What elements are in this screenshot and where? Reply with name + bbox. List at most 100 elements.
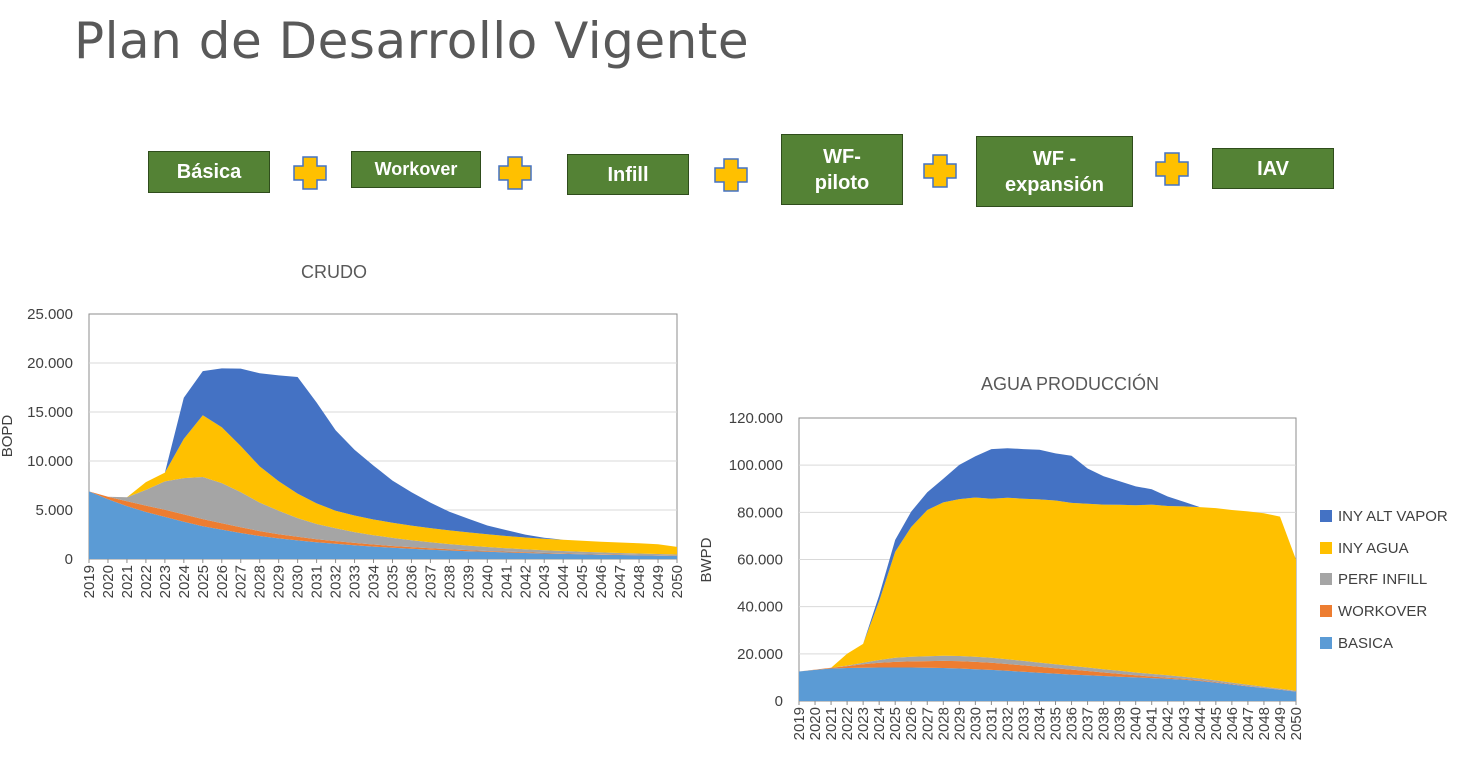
chart-crudo-xtick-label: 2042 (517, 565, 534, 598)
chart-crudo-xtick-label: 2035 (384, 565, 401, 598)
chart-crudo-area-iny-alt-vapor (89, 368, 677, 547)
legend-swatch-perf-infill (1320, 573, 1332, 585)
flow-box-iav-label: IAV (1257, 157, 1289, 180)
chart-agua-xtick-label: 2020 (807, 707, 824, 740)
chart-agua-ytick-label: 20.000 (737, 646, 783, 663)
chart-crudo-area-basica (89, 491, 677, 559)
chart-agua-ytick-label: 0 (775, 693, 783, 710)
chart-crudo-ytick-label: 25.000 (27, 306, 73, 323)
flow-box-wf-expansion-label: WF - expansión (1005, 147, 1104, 196)
chart-crudo-xtick-label: 2040 (479, 565, 496, 598)
chart-agua-area-iny-agua (799, 497, 1296, 691)
chart-crudo-title: CRUDO (301, 262, 367, 282)
chart-crudo-xtick-label: 2039 (460, 565, 477, 598)
flow-box-workover: Workover (351, 151, 481, 188)
chart-crudo-xtick-label: 2026 (214, 565, 231, 598)
chart-crudo-xtick-label: 2021 (119, 565, 136, 598)
chart-crudo-xtick-label: 2037 (422, 565, 439, 598)
legend-label-iny-agua: INY AGUA (1338, 540, 1409, 557)
chart-agua: AGUA PRODUCCIÓN 0 20.000 40.000 60.000 80.00… (698, 373, 1305, 740)
chart-crudo-xtick-label: 2029 (271, 565, 288, 598)
chart-agua-xtick-label: 2030 (967, 707, 984, 740)
chart-agua-xtick-label: 2048 (1256, 707, 1273, 740)
chart-agua-xtick-label: 2027 (919, 707, 936, 740)
chart-crudo-xtick-label: 2043 (536, 565, 553, 598)
flow-box-wf-expansion: WF - expansión (976, 136, 1133, 207)
plus-icon (1155, 152, 1189, 186)
chart-agua-xtick-label: 2046 (1224, 707, 1241, 740)
page-title: Plan de Desarrollo Vigente (74, 12, 750, 70)
flow-box-wf-piloto-label: WF- piloto (814, 145, 870, 194)
chart-agua-xtick-label: 2037 (1080, 707, 1097, 740)
chart-crudo-xtick-label: 2048 (631, 565, 648, 598)
chart-agua-xtick-label: 2038 (1096, 707, 1113, 740)
legend-swatch-workover (1320, 605, 1332, 617)
chart-crudo-ytick-label: 20.000 (27, 355, 73, 372)
chart-agua-xtick-label: 2025 (887, 707, 904, 740)
legend-label-basica: BASICA (1338, 635, 1393, 652)
chart-agua-xtick-label: 2028 (935, 707, 952, 740)
chart-agua-xtick-label: 2036 (1064, 707, 1081, 740)
chart-crudo-area-workover (89, 491, 677, 556)
chart-crudo-area-iny-agua (89, 415, 677, 555)
chart-crudo-xtick-label: 2041 (498, 565, 515, 598)
chart-crudo-xtick-label: 2025 (195, 565, 212, 598)
chart-crudo-xtick-label: 2031 (309, 565, 326, 598)
chart-agua-xtick-label: 2045 (1208, 707, 1225, 740)
chart-agua-title: AGUA PRODUCCIÓN (981, 373, 1159, 394)
chart-agua-xtick-label: 2043 (1176, 707, 1193, 740)
chart-agua-ytick-label: 60.000 (737, 552, 783, 569)
plus-icon (714, 158, 748, 192)
chart-agua-ytick-label: 120.000 (729, 410, 783, 427)
chart-agua-xtick-label: 2026 (903, 707, 920, 740)
plus-icon (923, 154, 957, 188)
chart-agua-ytick-label: 100.000 (729, 457, 783, 474)
flow-box-basica: Básica (148, 151, 270, 193)
legend-label-workover: WORKOVER (1338, 603, 1427, 620)
legend-label-perf-infill: PERF INFILL (1338, 571, 1427, 588)
chart-agua-ylabel: BWPD (698, 537, 715, 582)
chart-agua-xtick-label: 2042 (1160, 707, 1177, 740)
legend-label-iny-alt-vapor: INY ALT VAPOR (1338, 508, 1448, 525)
chart-crudo-xtick-label: 2027 (233, 565, 250, 598)
chart-agua-xtick-label: 2040 (1128, 707, 1145, 740)
chart-crudo-ytick-label: 10.000 (27, 453, 73, 470)
chart-agua-xtick-label: 2034 (1031, 707, 1048, 740)
chart-crudo-ytick-label: 15.000 (27, 404, 73, 421)
flow-box-infill-label: Infill (607, 163, 649, 186)
chart-crudo-xtick-label: 2049 (650, 565, 667, 598)
chart-crudo-ytick-label: 5.000 (35, 502, 73, 519)
chart-agua-xtick-label: 2049 (1272, 707, 1289, 740)
chart-agua-xtick-label: 2044 (1192, 707, 1209, 740)
chart-agua-area-iny-alt-vapor (799, 448, 1296, 672)
chart-crudo-xtick-label: 2020 (100, 565, 117, 598)
chart-agua-xtick-label: 2032 (999, 707, 1016, 740)
chart-crudo-xtick-label: 2044 (555, 565, 572, 598)
chart-crudo-xtick-label: 2045 (574, 565, 591, 598)
plus-icon (498, 156, 532, 190)
flow-box-wf-piloto: WF- piloto (781, 134, 903, 205)
legend: INY ALT VAPOR INY AGUA PERF INFILL WORKO… (1320, 508, 1448, 652)
chart-crudo-xtick-label: 2047 (612, 565, 629, 598)
chart-agua-xtick-label: 2023 (855, 707, 872, 740)
chart-agua-xtick-label: 2039 (1112, 707, 1129, 740)
chart-crudo-xtick-label: 2023 (157, 565, 174, 598)
legend-swatch-basica (1320, 637, 1332, 649)
chart-crudo-xtick-label: 2046 (593, 565, 610, 598)
chart-crudo-xtick-label: 2036 (403, 565, 420, 598)
chart-agua-xtick-label: 2019 (791, 707, 808, 740)
chart-agua-xtick-label: 2031 (983, 707, 1000, 740)
chart-crudo-xtick-label: 2033 (347, 565, 364, 598)
flow-box-workover-label: Workover (374, 158, 458, 179)
chart-crudo-ylabel: BOPD (0, 415, 16, 458)
chart-crudo-xtick-label: 2050 (669, 565, 686, 598)
chart-crudo-xtick-label: 2038 (441, 565, 458, 598)
chart-agua-xtick-label: 2029 (951, 707, 968, 740)
chart-agua-area-basica (799, 667, 1296, 701)
plus-icon (293, 156, 327, 190)
chart-crudo-xtick-label: 2022 (138, 565, 155, 598)
chart-agua-ytick-label: 80.000 (737, 504, 783, 521)
chart-agua-xtick-label: 2024 (871, 707, 888, 740)
chart-crudo-xtick-label: 2032 (328, 565, 345, 598)
